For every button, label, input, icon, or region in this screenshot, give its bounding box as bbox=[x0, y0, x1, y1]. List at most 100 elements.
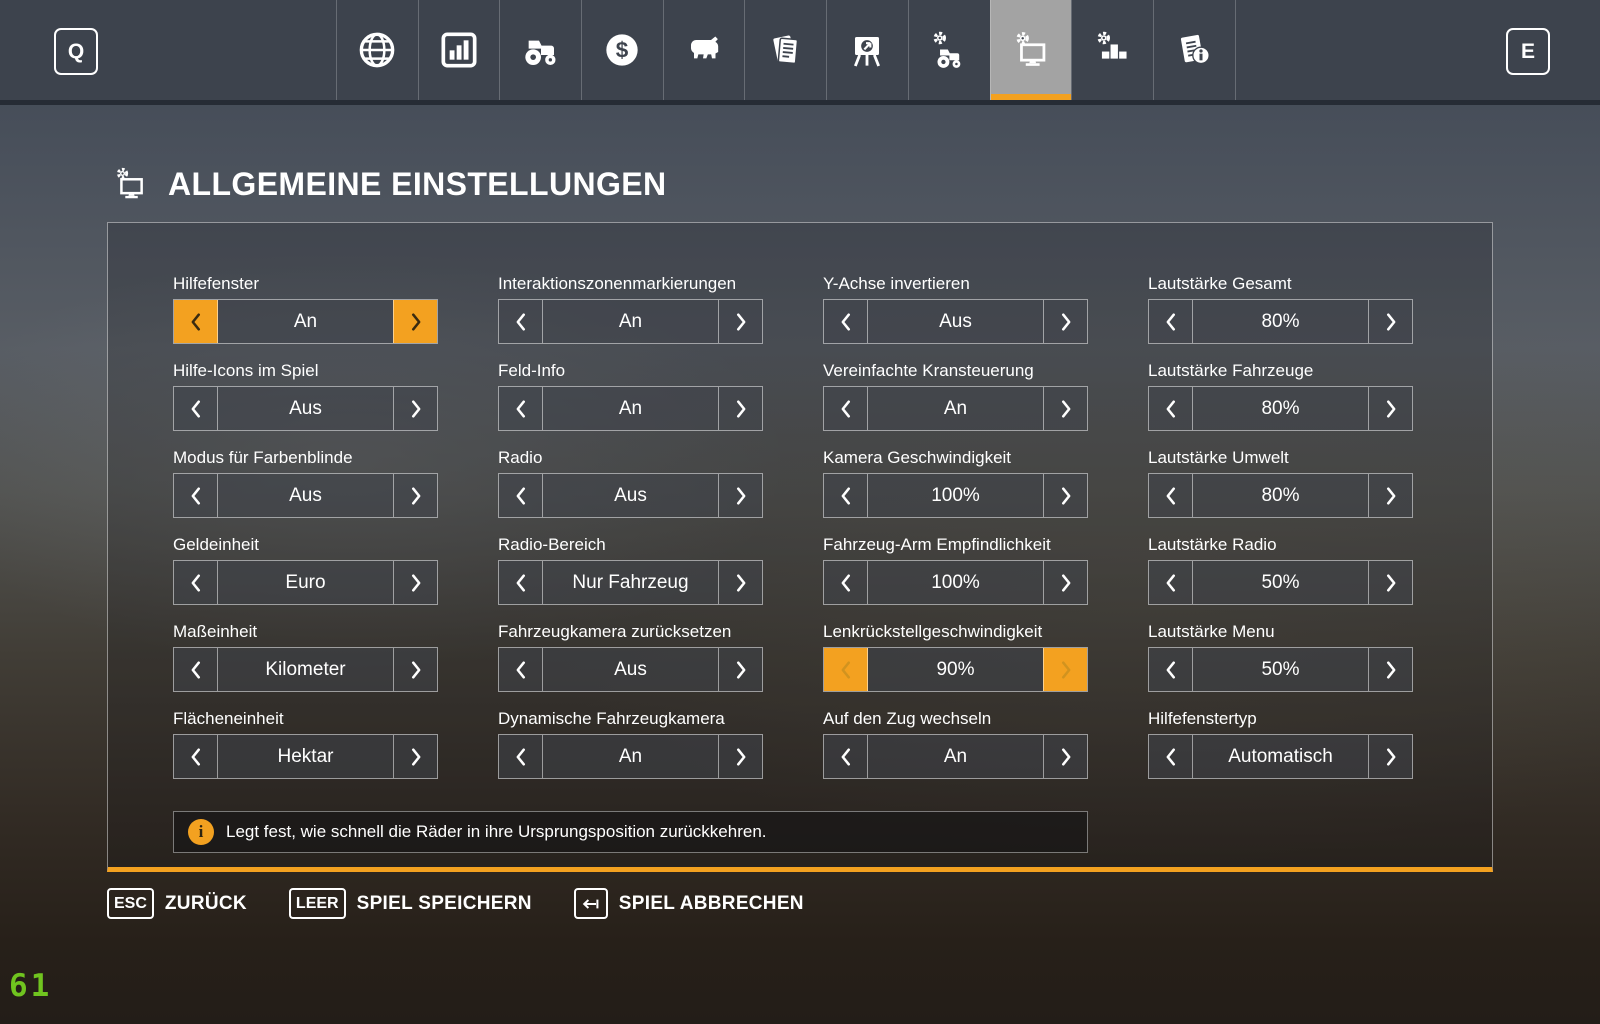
decrease-button[interactable] bbox=[499, 474, 543, 517]
next-tab-key-label: E bbox=[1520, 39, 1535, 63]
info-circle-icon: i bbox=[188, 819, 214, 845]
back-button-label: ZURÜCK bbox=[164, 892, 247, 914]
chevron-left-icon bbox=[514, 399, 528, 419]
decrease-button[interactable] bbox=[499, 387, 543, 430]
setting-value: 80% bbox=[1261, 484, 1300, 506]
cancel-game-button[interactable]: SPIEL ABBRECHEN bbox=[573, 888, 804, 919]
increase-button[interactable] bbox=[393, 474, 437, 517]
increase-button[interactable] bbox=[393, 648, 437, 691]
increase-button[interactable] bbox=[718, 474, 762, 517]
chevron-right-icon bbox=[409, 312, 423, 332]
increase-button[interactable] bbox=[718, 561, 762, 604]
setting-value: Automatisch bbox=[1228, 745, 1333, 767]
setting-label: Lautstärke Umwelt bbox=[1148, 448, 1289, 467]
increase-button[interactable] bbox=[1043, 561, 1087, 604]
decrease-button[interactable] bbox=[824, 648, 868, 691]
chevron-right-icon bbox=[1059, 747, 1073, 767]
decrease-button[interactable] bbox=[499, 561, 543, 604]
decrease-button[interactable] bbox=[824, 561, 868, 604]
chevron-left-icon bbox=[189, 399, 203, 419]
esc-key-hint: ESC bbox=[107, 888, 154, 919]
decrease-button[interactable] bbox=[1149, 474, 1193, 517]
decrease-button[interactable] bbox=[174, 474, 218, 517]
setting-label: Y-Achse invertieren bbox=[823, 274, 970, 293]
decrease-button[interactable] bbox=[824, 474, 868, 517]
tab-animals[interactable] bbox=[662, 0, 745, 100]
setting-control: Aus bbox=[173, 386, 438, 431]
setting-control: Hektar bbox=[173, 734, 438, 779]
decrease-button[interactable] bbox=[174, 387, 218, 430]
chevron-left-icon bbox=[189, 747, 203, 767]
increase-button[interactable] bbox=[1368, 648, 1412, 691]
setting-control: Aus bbox=[498, 473, 763, 518]
tab-general-settings[interactable] bbox=[989, 0, 1072, 100]
tab-contracts[interactable] bbox=[744, 0, 826, 100]
increase-button[interactable] bbox=[718, 735, 762, 778]
increase-button[interactable] bbox=[718, 387, 762, 430]
tab-statistics[interactable] bbox=[417, 0, 500, 100]
setting-lenkr-ckstellgeschwindigkeit: Lenkrückstellgeschwindigkeit 90% bbox=[823, 621, 1088, 692]
decrease-button[interactable] bbox=[174, 300, 218, 343]
setting-lautst-rke-menu: Lautstärke Menu 50% bbox=[1148, 621, 1413, 692]
decrease-button[interactable] bbox=[1149, 735, 1193, 778]
increase-button[interactable] bbox=[1043, 735, 1087, 778]
decrease-button[interactable] bbox=[824, 387, 868, 430]
increase-button[interactable] bbox=[1368, 561, 1412, 604]
decrease-button[interactable] bbox=[499, 735, 543, 778]
increase-button[interactable] bbox=[718, 648, 762, 691]
chevron-right-icon bbox=[1059, 573, 1073, 593]
increase-button[interactable] bbox=[1368, 735, 1412, 778]
decrease-button[interactable] bbox=[499, 648, 543, 691]
chevron-right-icon bbox=[1059, 486, 1073, 506]
increase-button[interactable] bbox=[1368, 474, 1412, 517]
chevron-left-icon bbox=[1164, 399, 1178, 419]
increase-button[interactable] bbox=[1368, 387, 1412, 430]
increase-button[interactable] bbox=[1368, 300, 1412, 343]
increase-button[interactable] bbox=[393, 735, 437, 778]
tab-finances[interactable]: $ bbox=[581, 0, 663, 100]
save-game-button-label: SPIEL SPEICHERN bbox=[356, 892, 532, 914]
chevron-left-icon bbox=[514, 573, 528, 593]
setting-control: 100% bbox=[823, 473, 1088, 518]
chevron-right-icon bbox=[409, 486, 423, 506]
decrease-button[interactable] bbox=[824, 735, 868, 778]
chevron-left-icon bbox=[1164, 312, 1178, 332]
setting-control: Aus bbox=[173, 473, 438, 518]
tab-game-settings[interactable] bbox=[1071, 0, 1153, 100]
setting-label: Feld-Info bbox=[498, 361, 566, 380]
chevron-right-icon bbox=[1384, 747, 1398, 767]
bar-chart-icon bbox=[439, 30, 479, 70]
decrease-button[interactable] bbox=[824, 300, 868, 343]
chevron-left-icon bbox=[1164, 660, 1178, 680]
chevron-left-icon bbox=[1164, 573, 1178, 593]
tab-garage[interactable] bbox=[499, 0, 581, 100]
setting-control: 80% bbox=[1148, 473, 1413, 518]
increase-button[interactable] bbox=[1043, 387, 1087, 430]
decrease-button[interactable] bbox=[1149, 561, 1193, 604]
decrease-button[interactable] bbox=[174, 735, 218, 778]
tab-vehicle-settings[interactable] bbox=[907, 0, 990, 100]
increase-button[interactable] bbox=[393, 561, 437, 604]
increase-button[interactable] bbox=[393, 300, 437, 343]
tab-production[interactable] bbox=[826, 0, 908, 100]
chevron-left-icon bbox=[1164, 747, 1178, 767]
tab-help[interactable] bbox=[1152, 0, 1235, 100]
decrease-button[interactable] bbox=[1149, 648, 1193, 691]
increase-button[interactable] bbox=[718, 300, 762, 343]
back-button[interactable]: ESC ZURÜCK bbox=[107, 888, 247, 919]
setting-ma-einheit: Maßeinheit Kilometer bbox=[173, 621, 438, 692]
setting-label: Lautstärke Fahrzeuge bbox=[1148, 361, 1314, 380]
decrease-button[interactable] bbox=[499, 300, 543, 343]
setting-hilfefenster: Hilfefenster An bbox=[173, 273, 438, 344]
increase-button[interactable] bbox=[1043, 648, 1087, 691]
decrease-button[interactable] bbox=[174, 561, 218, 604]
decrease-button[interactable] bbox=[1149, 300, 1193, 343]
monitor-gear-icon bbox=[1011, 30, 1051, 70]
save-game-button[interactable]: LEER SPIEL SPEICHERN bbox=[288, 888, 532, 919]
increase-button[interactable] bbox=[393, 387, 437, 430]
increase-button[interactable] bbox=[1043, 300, 1087, 343]
decrease-button[interactable] bbox=[174, 648, 218, 691]
tab-map[interactable] bbox=[336, 0, 418, 100]
increase-button[interactable] bbox=[1043, 474, 1087, 517]
decrease-button[interactable] bbox=[1149, 387, 1193, 430]
